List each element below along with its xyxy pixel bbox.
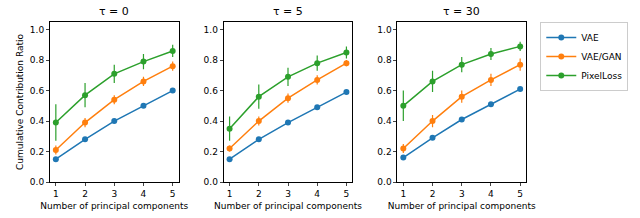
- svg-text:4: 4: [488, 189, 494, 199]
- svg-text:0.4: 0.4: [377, 116, 392, 126]
- svg-text:0.0: 0.0: [30, 177, 45, 187]
- svg-text:τ = 30: τ = 30: [443, 5, 480, 18]
- svg-text:Number of principal components: Number of principal components: [388, 201, 536, 211]
- svg-text:4: 4: [141, 189, 147, 199]
- svg-text:0.6: 0.6: [30, 86, 45, 96]
- svg-text:PixelLoss: PixelLoss: [581, 71, 622, 81]
- svg-text:5: 5: [517, 189, 523, 199]
- svg-text:2: 2: [82, 189, 88, 199]
- svg-text:2: 2: [256, 189, 262, 199]
- svg-text:τ = 5: τ = 5: [273, 5, 303, 18]
- svg-text:VAE/GAN: VAE/GAN: [581, 52, 621, 62]
- svg-text:0.8: 0.8: [377, 55, 392, 65]
- svg-text:5: 5: [170, 189, 176, 199]
- svg-text:0.6: 0.6: [204, 86, 219, 96]
- svg-text:0.8: 0.8: [30, 55, 45, 65]
- svg-text:0.4: 0.4: [30, 116, 45, 126]
- svg-text:0.0: 0.0: [377, 177, 392, 187]
- svg-text:τ = 0: τ = 0: [99, 5, 129, 18]
- svg-text:1: 1: [53, 189, 59, 199]
- svg-text:1: 1: [400, 189, 406, 199]
- svg-text:5: 5: [344, 189, 350, 199]
- svg-text:4: 4: [314, 189, 320, 199]
- svg-text:3: 3: [285, 189, 291, 199]
- svg-text:Number of principal components: Number of principal components: [214, 201, 362, 211]
- svg-text:1.0: 1.0: [204, 25, 219, 35]
- svg-text:3: 3: [459, 189, 465, 199]
- svg-text:1.0: 1.0: [377, 25, 392, 35]
- svg-text:VAE: VAE: [581, 33, 599, 43]
- svg-text:0.4: 0.4: [204, 116, 219, 126]
- svg-text:0.0: 0.0: [204, 177, 219, 187]
- svg-text:Cumulative Contribution Ratio: Cumulative Contribution Ratio: [15, 33, 25, 170]
- svg-text:Number of principal components: Number of principal components: [40, 201, 188, 211]
- svg-text:0.8: 0.8: [204, 55, 219, 65]
- svg-text:0.2: 0.2: [377, 147, 391, 157]
- svg-text:1: 1: [227, 189, 233, 199]
- svg-text:1.0: 1.0: [30, 25, 45, 35]
- svg-text:0.6: 0.6: [377, 86, 392, 96]
- svg-text:2: 2: [430, 189, 436, 199]
- svg-text:0.2: 0.2: [30, 147, 44, 157]
- svg-text:3: 3: [111, 189, 117, 199]
- svg-text:0.2: 0.2: [204, 147, 218, 157]
